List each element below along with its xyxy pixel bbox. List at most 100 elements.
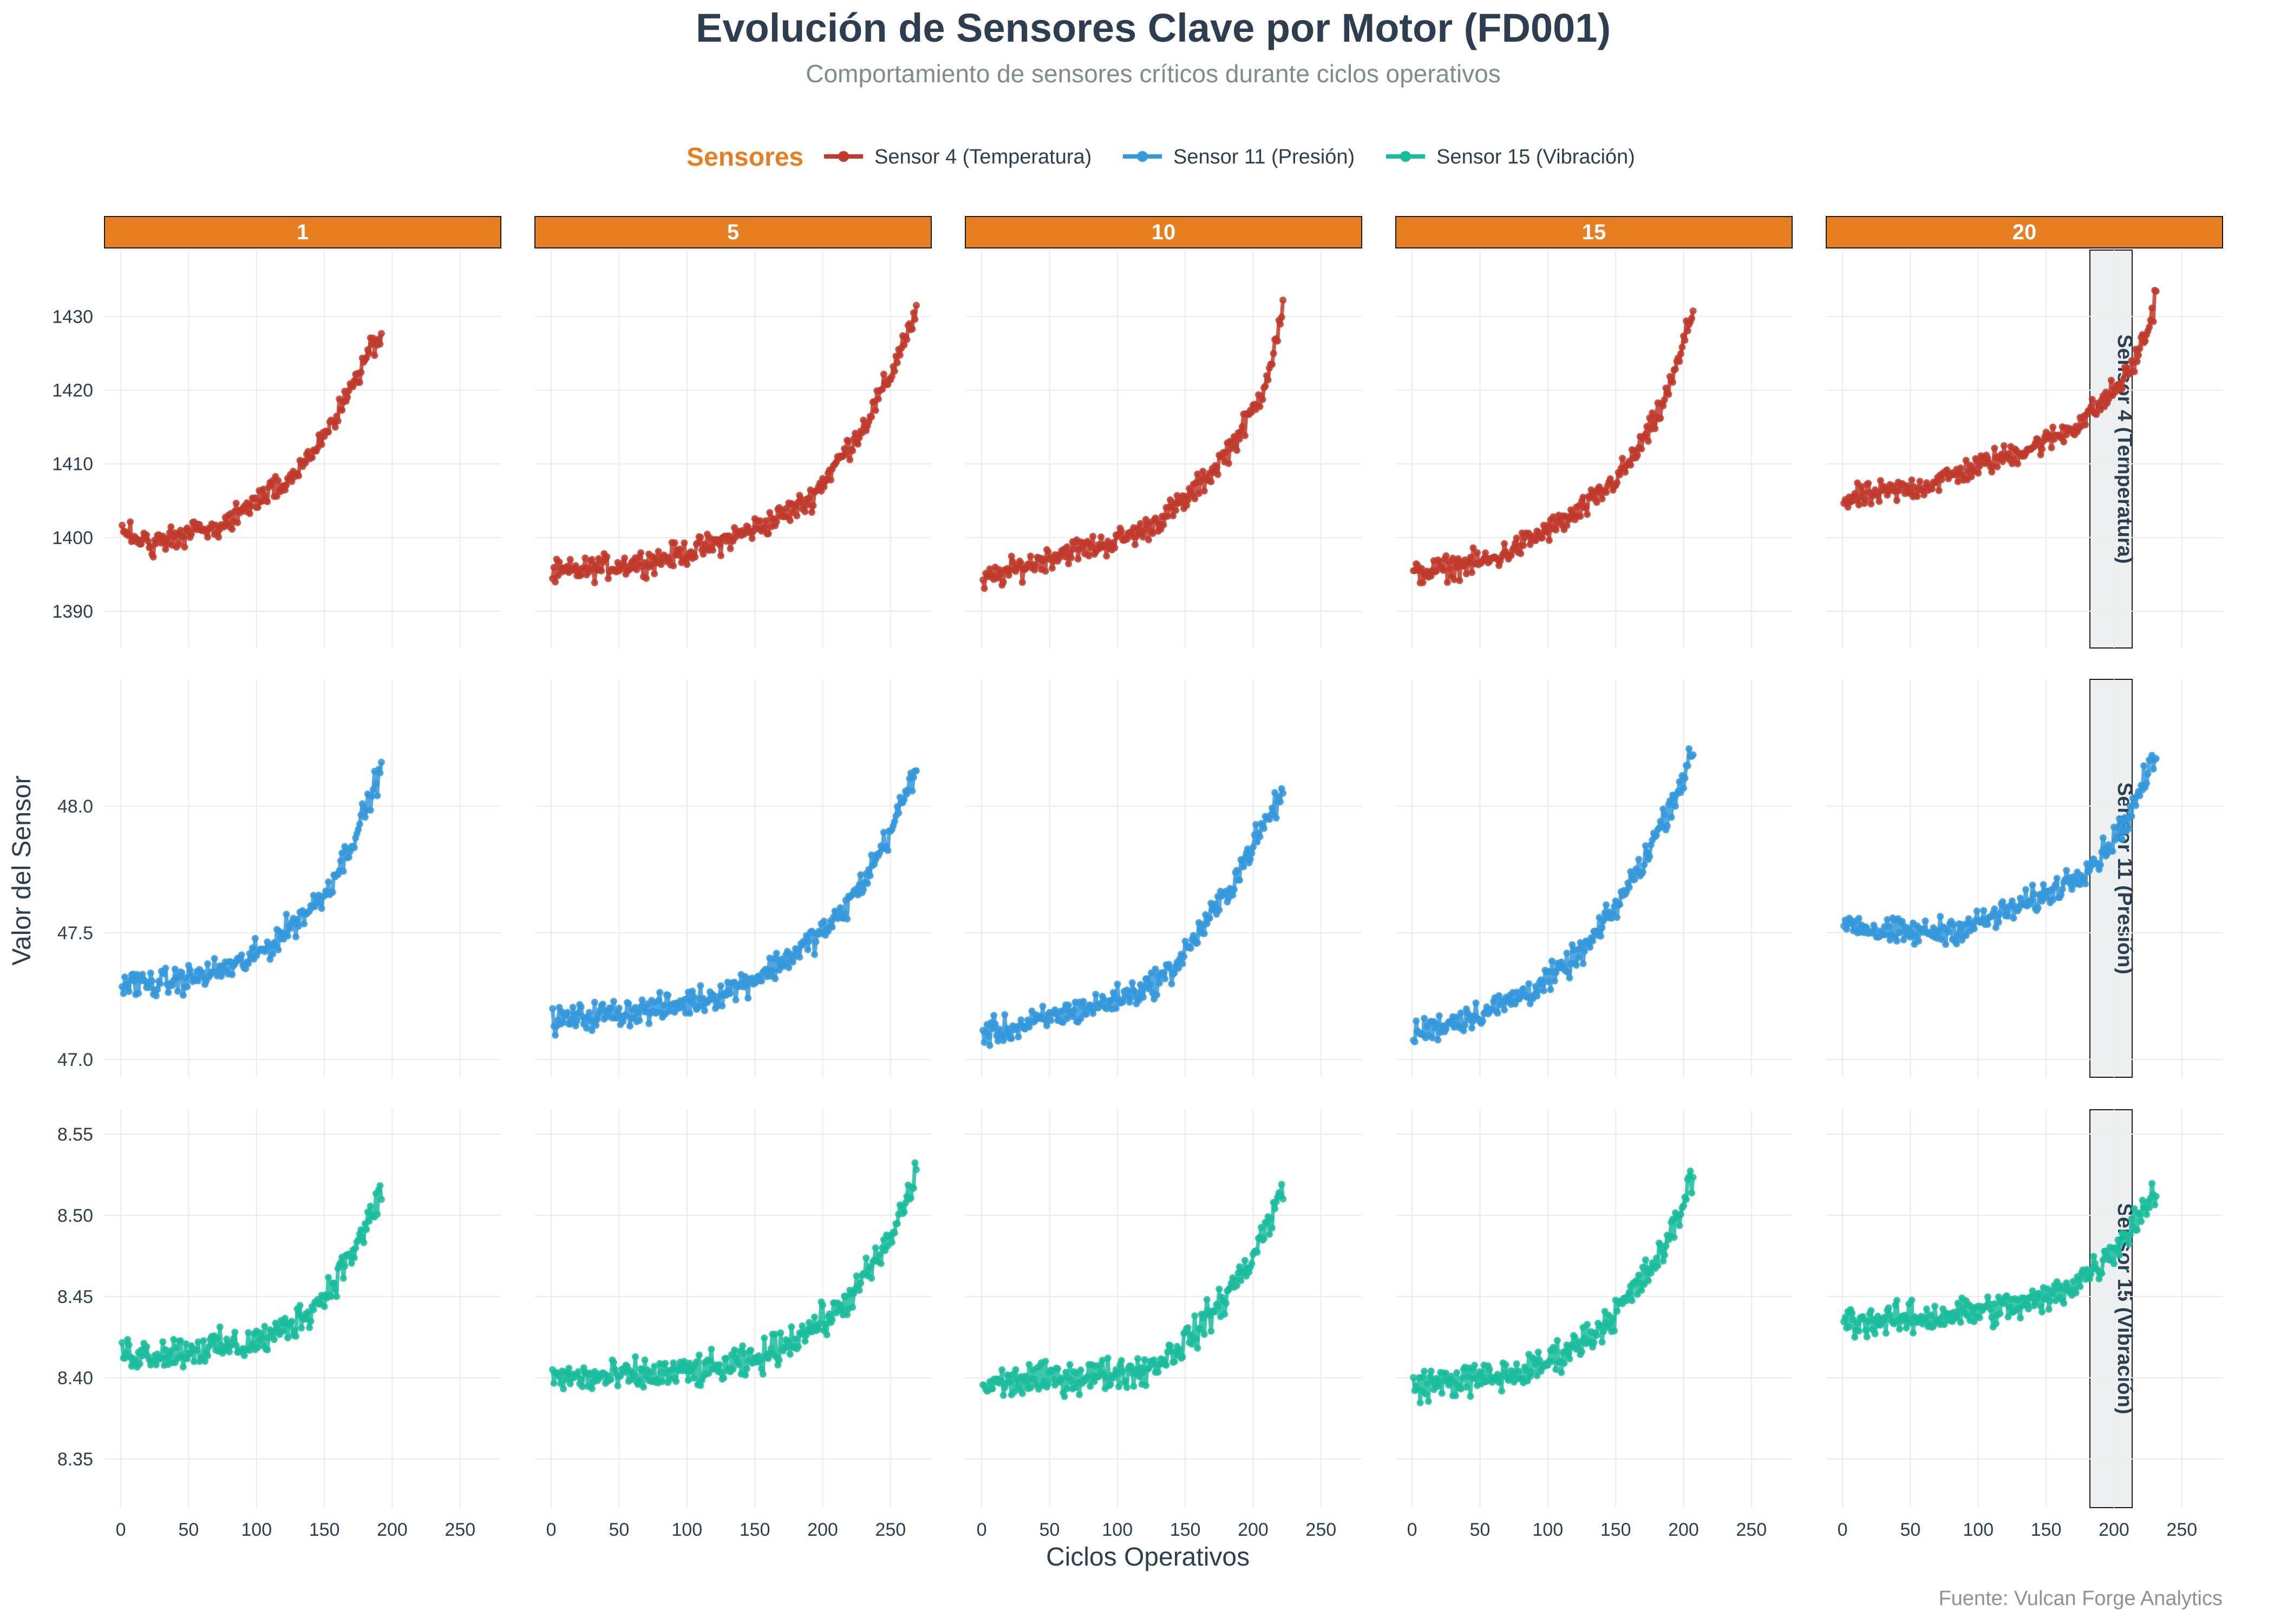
data-point — [1435, 1379, 1443, 1386]
data-point — [635, 1009, 642, 1016]
data-point — [640, 1383, 647, 1391]
data-point — [1893, 1296, 1900, 1304]
data-point — [1665, 391, 1672, 398]
data-point — [1421, 1014, 1428, 1022]
data-point — [1195, 490, 1203, 497]
y-tick-label: 8.35 — [57, 1449, 93, 1470]
data-point — [822, 1321, 829, 1328]
data-point — [284, 1334, 291, 1341]
data-point — [1279, 296, 1287, 304]
data-point — [1628, 1297, 1636, 1304]
data-point — [350, 1254, 358, 1261]
data-point — [853, 1272, 860, 1280]
data-point — [350, 844, 358, 852]
data-point — [1103, 552, 1110, 560]
data-point — [2144, 770, 2152, 777]
data-point — [564, 1009, 571, 1016]
data-point — [1467, 1393, 1474, 1400]
data-point — [1107, 1380, 1114, 1388]
data-point — [2005, 1303, 2013, 1311]
data-point — [1178, 499, 1185, 507]
data-point — [1681, 774, 1689, 782]
data-point — [1269, 1224, 1276, 1232]
data-point — [622, 1012, 630, 1020]
data-point — [903, 336, 911, 343]
data-point — [1134, 1355, 1141, 1363]
data-point — [1277, 798, 1284, 806]
data-point — [689, 987, 696, 995]
data-point — [823, 1331, 831, 1339]
data-point — [1657, 817, 1664, 825]
data-point — [773, 518, 780, 526]
data-point — [1042, 1358, 1049, 1365]
data-point — [1922, 1315, 1929, 1322]
data-point — [565, 1365, 573, 1372]
data-point — [2125, 1240, 2133, 1248]
data-point — [1647, 1269, 1655, 1277]
data-point — [2132, 802, 2140, 809]
data-point — [2040, 881, 2047, 888]
data-point — [591, 579, 598, 586]
data-point — [1652, 831, 1660, 839]
data-point — [2109, 848, 2116, 855]
panel-2-0 — [104, 1110, 501, 1508]
data-point — [1050, 1376, 1057, 1383]
data-point — [119, 521, 126, 529]
data-point — [630, 1372, 638, 1379]
data-point — [910, 309, 917, 317]
data-point — [1863, 1333, 1871, 1341]
facet-strip-motor-20 — [1826, 216, 2223, 248]
data-point — [1659, 1258, 1667, 1265]
data-point — [135, 990, 142, 997]
data-point — [697, 534, 704, 541]
data-point — [1584, 510, 1591, 518]
data-point — [2008, 897, 2016, 905]
data-point — [1976, 1314, 1983, 1321]
data-point — [1450, 576, 1458, 584]
data-point — [1577, 513, 1584, 520]
data-point — [356, 379, 363, 386]
data-point — [1068, 554, 1075, 561]
data-point — [1433, 1020, 1440, 1028]
data-point — [588, 1385, 596, 1392]
data-point — [1922, 917, 1929, 925]
data-point — [1236, 435, 1243, 443]
data-point — [761, 523, 768, 531]
data-point — [1260, 824, 1267, 832]
data-point — [2096, 861, 2104, 869]
data-point — [2037, 1302, 2044, 1310]
data-point — [1054, 1365, 1061, 1372]
data-point — [1179, 1353, 1186, 1361]
data-point — [377, 1196, 385, 1203]
data-point — [842, 451, 850, 459]
data-point — [211, 955, 218, 962]
data-point — [740, 1350, 748, 1357]
data-point — [284, 932, 291, 940]
data-point — [1099, 1357, 1106, 1364]
data-point — [1460, 1027, 1467, 1034]
data-point — [1063, 543, 1071, 551]
data-point — [1222, 1300, 1230, 1307]
data-point — [692, 1358, 700, 1366]
data-point — [1005, 1028, 1012, 1036]
data-point — [1494, 1010, 1501, 1017]
data-point — [1442, 1370, 1450, 1377]
x-tick-label: 0 — [546, 1520, 557, 1540]
data-point — [1154, 1368, 1162, 1376]
data-point — [2127, 802, 2134, 810]
data-point — [1973, 907, 1981, 915]
data-point — [1683, 1196, 1690, 1203]
data-point — [175, 540, 183, 548]
data-point — [1469, 544, 1477, 552]
data-point — [708, 1345, 715, 1353]
data-point — [891, 368, 898, 375]
data-point — [621, 554, 628, 562]
data-point — [1269, 804, 1276, 812]
data-point — [1633, 451, 1641, 459]
data-point — [2152, 1193, 2160, 1200]
data-point — [641, 1356, 649, 1364]
data-point — [1912, 932, 1919, 939]
data-point — [1991, 444, 1998, 452]
data-point — [577, 1003, 585, 1011]
data-point — [743, 1365, 750, 1373]
